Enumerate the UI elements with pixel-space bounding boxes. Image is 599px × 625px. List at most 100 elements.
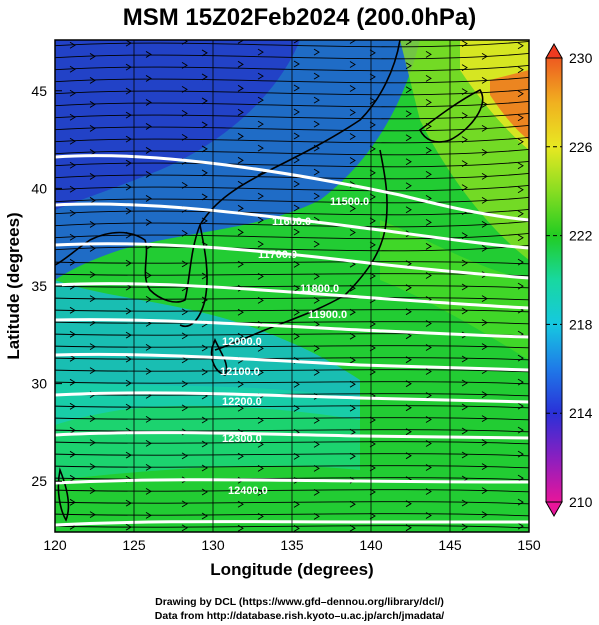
wind-arrowhead xyxy=(69,185,76,193)
wind-arrowhead xyxy=(425,242,432,250)
wind-arrowhead xyxy=(89,271,96,279)
wind-arrowhead xyxy=(481,439,488,447)
wind-streamline xyxy=(55,148,529,156)
wind-arrowhead xyxy=(517,138,524,146)
colorbar-tick-label: 214 xyxy=(569,405,593,421)
wind-arrowhead xyxy=(125,259,132,267)
wind-arrowhead xyxy=(481,319,488,327)
colorbar: 210 214 218 222 226 230 xyxy=(545,42,593,518)
wind-arrowhead xyxy=(313,296,320,304)
wind-arrowhead xyxy=(481,415,488,423)
wind-arrowhead xyxy=(405,40,412,46)
contour-label: 12000.0 xyxy=(222,336,262,348)
wind-streamline xyxy=(55,64,529,72)
wind-streamline xyxy=(55,489,529,493)
wind-streamline xyxy=(55,40,529,48)
wind-arrowhead xyxy=(201,440,208,448)
wind-arrowhead xyxy=(257,464,264,472)
wind-arrowhead xyxy=(69,161,76,169)
wind-arrowhead xyxy=(538,224,543,230)
contour-label: 11700.0 xyxy=(258,249,297,261)
wind-arrowhead xyxy=(69,258,76,266)
wind-arrowhead xyxy=(89,245,96,252)
contour-label: 12100.0 xyxy=(220,366,260,378)
wind-arrowhead xyxy=(145,440,152,447)
wind-arrowhead xyxy=(461,355,468,363)
wind-arrowhead xyxy=(89,487,96,495)
wind-arrowhead xyxy=(69,378,76,386)
wind-arrowhead xyxy=(517,402,524,410)
wind-arrowhead xyxy=(538,295,543,301)
wind-arrowhead xyxy=(481,124,488,132)
wind-arrowhead xyxy=(461,451,468,459)
wind-arrowhead xyxy=(369,320,376,328)
wind-arrowhead xyxy=(369,97,376,105)
wind-arrowhead xyxy=(69,450,76,458)
wind-arrowhead xyxy=(69,426,76,434)
wind-arrowhead xyxy=(313,488,320,496)
wind-arrowhead xyxy=(237,60,244,68)
wind-streamline xyxy=(55,345,529,349)
wind-arrowhead xyxy=(481,463,488,471)
wind-arrowhead xyxy=(125,499,132,507)
wind-arrowhead xyxy=(349,157,356,164)
wind-arrowhead xyxy=(349,85,356,92)
wind-arrowhead xyxy=(145,147,152,154)
wind-arrowhead xyxy=(313,120,320,128)
wind-arrowhead xyxy=(461,523,468,531)
wind-streamline xyxy=(55,381,529,385)
wind-arrowhead xyxy=(538,271,543,277)
wind-arrowhead xyxy=(293,204,300,212)
wind-arrowhead xyxy=(257,416,264,424)
wind-arrowhead xyxy=(405,158,412,166)
wind-arrowhead xyxy=(517,282,524,290)
wind-arrowhead xyxy=(369,368,376,376)
wind-arrowhead xyxy=(237,500,244,508)
wind-streamline xyxy=(55,417,529,421)
wind-arrowhead xyxy=(69,306,76,314)
contour-lines xyxy=(55,154,529,527)
wind-arrowhead xyxy=(538,128,543,134)
wind-arrowhead xyxy=(201,169,208,177)
wind-streamline xyxy=(55,136,529,144)
x-tick-label: 120 xyxy=(43,537,67,553)
wind-arrowhead xyxy=(313,72,320,80)
wind-arrowhead xyxy=(89,221,96,228)
wind-arrowhead xyxy=(425,392,432,399)
x-tick-label: 130 xyxy=(201,537,225,553)
wind-arrowhead xyxy=(69,113,76,121)
wind-arrowhead xyxy=(181,524,188,532)
wind-arrowhead xyxy=(369,73,376,81)
wind-arrowhead xyxy=(181,62,188,69)
wind-arrowhead xyxy=(461,160,468,167)
wind-arrowhead xyxy=(257,48,264,56)
wind-arrowhead xyxy=(538,104,543,110)
wind-streamline xyxy=(55,321,529,325)
wind-arrowhead xyxy=(517,210,524,218)
wind-arrowhead xyxy=(237,260,244,268)
wind-arrowhead xyxy=(517,498,524,506)
colorbar-tick-label: 218 xyxy=(569,316,593,332)
wind-arrowhead xyxy=(538,439,543,445)
wind-arrowhead xyxy=(405,62,412,70)
wind-arrowhead xyxy=(313,48,320,56)
wind-arrowhead xyxy=(517,66,524,74)
wind-streamline xyxy=(55,297,529,301)
wind-arrowhead xyxy=(369,49,376,57)
wind-arrowhead xyxy=(181,500,188,508)
contour-labels: 11500.0 11600.0 11700.0 11800.0 11900.0 … xyxy=(220,196,369,497)
wind-arrowhead xyxy=(181,452,188,460)
wind-arrowhead xyxy=(237,308,244,316)
wind-arrowhead xyxy=(517,474,524,482)
wind-arrowhead xyxy=(461,499,468,507)
wind-arrowhead xyxy=(237,228,244,236)
wind-arrowhead xyxy=(369,145,376,153)
chart-title: MSM 15Z02Feb2024 (200.0hPa) xyxy=(122,4,477,31)
wind-arrowhead xyxy=(313,168,320,176)
wind-arrowhead xyxy=(425,488,432,495)
wind-arrowhead xyxy=(257,72,264,80)
wind-arrowhead xyxy=(181,356,188,364)
wind-arrowhead xyxy=(461,40,468,47)
wind-arrowhead xyxy=(461,403,468,411)
